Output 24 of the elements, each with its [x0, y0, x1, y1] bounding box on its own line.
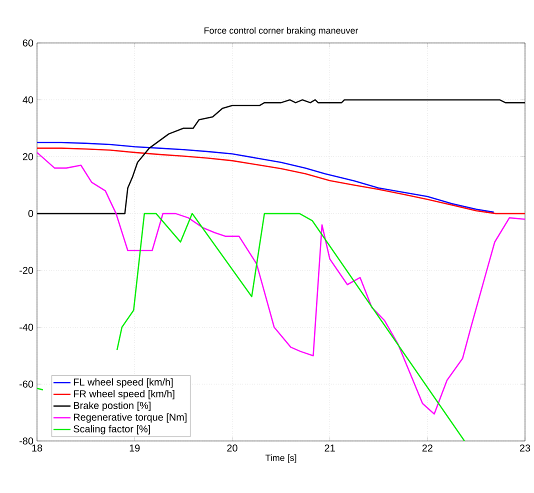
legend-label: FR wheel speed [km/h] [74, 390, 174, 400]
y-tick-label: 0 [28, 210, 34, 218]
y-tick-label: -60 [20, 380, 34, 388]
line-series [37, 142, 494, 213]
chart-title: Force control corner braking maneuver [204, 27, 358, 36]
y-tick-label: -80 [20, 437, 34, 445]
legend-label: Regenerative torque [Nm] [74, 413, 186, 423]
x-tick-label: 18 [32, 444, 42, 452]
line-series [37, 148, 526, 214]
x-tick-label: 19 [130, 444, 140, 452]
line-series [37, 152, 526, 415]
legend-label: Scaling factor [%] [74, 425, 150, 434]
x-tick-label: 21 [324, 444, 335, 452]
y-tick-label: 40 [22, 96, 34, 104]
x-axis-title: Time [s] [265, 454, 296, 463]
x-tick-label: 20 [227, 444, 238, 452]
x-tick-label: 22 [422, 444, 432, 452]
legend-label: Brake postion [%] [74, 402, 150, 411]
legend-label: FL wheel speed [km/h] [74, 378, 173, 388]
x-tick-label: 23 [520, 444, 530, 452]
y-tick-label: 20 [22, 153, 34, 160]
y-tick-label: 60 [22, 39, 34, 47]
y-tick-label: -40 [20, 324, 34, 331]
y-tick-label: -20 [20, 266, 34, 274]
